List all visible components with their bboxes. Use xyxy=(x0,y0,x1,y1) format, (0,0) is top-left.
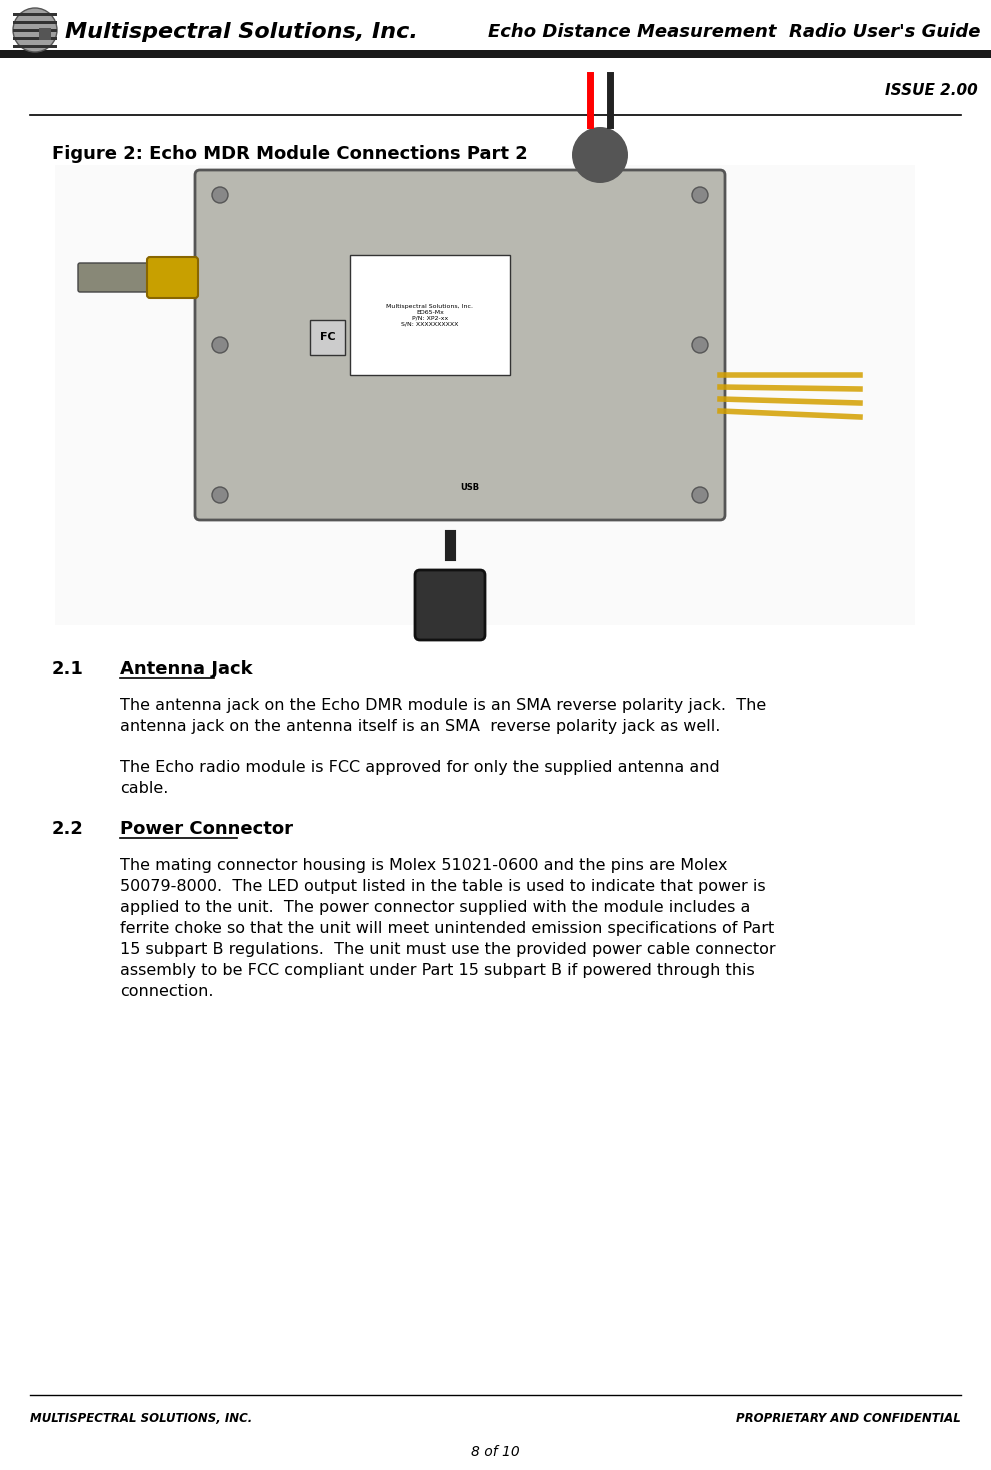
Circle shape xyxy=(13,7,57,51)
Text: PROPRIETARY AND CONFIDENTIAL: PROPRIETARY AND CONFIDENTIAL xyxy=(736,1411,961,1424)
Bar xyxy=(0,0,991,57)
Text: Echo Distance Measurement  Radio User's Guide: Echo Distance Measurement Radio User's G… xyxy=(488,24,980,41)
Circle shape xyxy=(572,126,628,182)
Circle shape xyxy=(212,187,228,203)
Bar xyxy=(310,320,345,354)
Text: Multispectral Solutions, Inc.: Multispectral Solutions, Inc. xyxy=(65,22,418,43)
Text: Figure 2: Echo MDR Module Connections Part 2: Figure 2: Echo MDR Module Connections Pa… xyxy=(52,146,528,163)
Circle shape xyxy=(212,337,228,353)
FancyBboxPatch shape xyxy=(78,263,162,293)
Text: 2.2: 2.2 xyxy=(52,820,84,838)
Text: The mating connector housing is Molex 51021-0600 and the pins are Molex
50079-80: The mating connector housing is Molex 51… xyxy=(120,858,776,1000)
Text: The antenna jack on the Echo DMR module is an SMA reverse polarity jack.  The
an: The antenna jack on the Echo DMR module … xyxy=(120,698,766,734)
Bar xyxy=(39,28,51,40)
Bar xyxy=(13,13,57,16)
Text: 8 of 10: 8 of 10 xyxy=(471,1445,519,1460)
Text: Multispectral Solutions, Inc.
ED65-Mx
P/N: XP2-xx
S/N: XXXXXXXXXX: Multispectral Solutions, Inc. ED65-Mx P/… xyxy=(386,304,474,326)
Text: MULTISPECTRAL SOLUTIONS, INC.: MULTISPECTRAL SOLUTIONS, INC. xyxy=(30,1411,253,1424)
Text: USB: USB xyxy=(461,484,480,492)
Text: The Echo radio module is FCC approved for only the supplied antenna and
cable.: The Echo radio module is FCC approved fo… xyxy=(120,760,719,795)
Text: Antenna Jack: Antenna Jack xyxy=(120,660,253,678)
Bar xyxy=(13,29,57,32)
FancyBboxPatch shape xyxy=(195,171,725,520)
FancyBboxPatch shape xyxy=(147,257,198,298)
Text: Power Connector: Power Connector xyxy=(120,820,293,838)
FancyBboxPatch shape xyxy=(415,570,485,639)
Circle shape xyxy=(692,487,708,503)
Circle shape xyxy=(212,487,228,503)
Text: FC: FC xyxy=(320,332,336,343)
Bar xyxy=(13,37,57,40)
Bar xyxy=(350,254,510,375)
Bar xyxy=(13,46,57,49)
Bar xyxy=(55,165,915,625)
Text: 2.1: 2.1 xyxy=(52,660,84,678)
Circle shape xyxy=(692,187,708,203)
Text: ISSUE 2.00: ISSUE 2.00 xyxy=(885,82,978,97)
Bar xyxy=(0,50,991,57)
Bar xyxy=(13,21,57,24)
Circle shape xyxy=(692,337,708,353)
